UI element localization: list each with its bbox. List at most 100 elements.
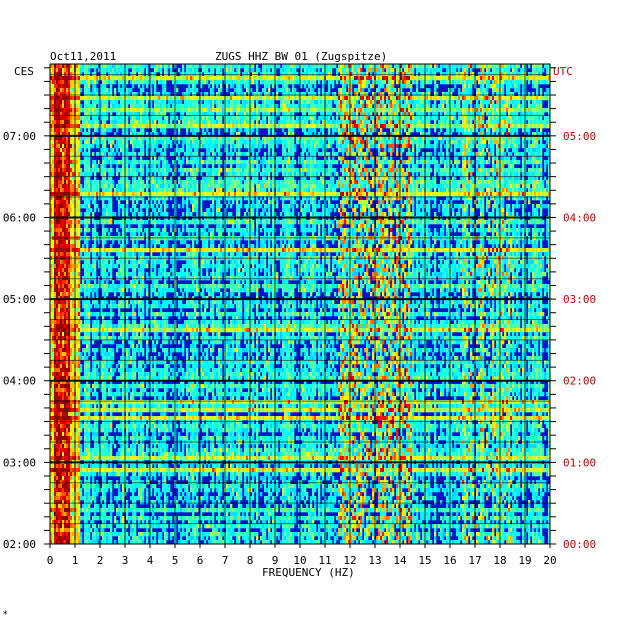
spectrogram-cell	[508, 76, 511, 81]
spectrogram-cell	[510, 84, 513, 89]
spectrogram-cell	[422, 156, 425, 161]
spectrogram-cell	[302, 120, 305, 125]
spectrogram-cell	[354, 104, 357, 109]
spectrogram-cell	[480, 92, 483, 97]
spectrogram-cell	[546, 88, 549, 93]
spectrogram-cell	[516, 144, 519, 149]
spectrogram-cell	[494, 68, 497, 73]
spectrogram-cell	[294, 76, 297, 81]
spectrogram-cell	[322, 124, 325, 129]
spectrogram-cell	[400, 64, 403, 69]
spectrogram-cell	[346, 64, 349, 69]
spectrogram-cell	[58, 120, 61, 125]
spectrogram-cell	[240, 140, 243, 145]
spectrogram-cell	[246, 144, 249, 149]
spectrogram-cell	[376, 156, 379, 161]
spectrogram-cell	[410, 100, 413, 105]
spectrogram-cell	[460, 152, 463, 157]
spectrogram-cell	[260, 92, 263, 97]
spectrogram-cell	[350, 144, 353, 149]
spectrogram-cell	[146, 112, 149, 117]
spectrogram-cell	[218, 140, 221, 145]
spectrogram-cell	[484, 88, 487, 93]
spectrogram-cell	[218, 128, 221, 133]
spectrogram-cell	[504, 116, 507, 121]
spectrogram-cell	[450, 144, 453, 149]
spectrogram-cell	[112, 140, 115, 145]
spectrogram-cell	[146, 92, 149, 97]
spectrogram-cell	[548, 148, 551, 153]
spectrogram-cell	[216, 140, 219, 145]
spectrogram-cell	[64, 148, 67, 153]
spectrogram-cell	[396, 144, 399, 149]
spectrogram-cell	[470, 148, 473, 153]
spectrogram-cell	[246, 112, 249, 117]
spectrogram-cell	[406, 120, 409, 125]
spectrogram-cell	[504, 140, 507, 145]
spectrogram-cell	[202, 64, 205, 69]
spectrogram-cell	[442, 92, 445, 97]
spectrogram-cell	[408, 80, 411, 85]
spectrogram-cell	[326, 120, 329, 125]
spectrogram-cell	[518, 100, 521, 105]
spectrogram-cell	[106, 88, 109, 93]
spectrogram-cell	[320, 76, 323, 81]
spectrogram-cell	[328, 80, 331, 85]
spectrogram-cell	[500, 144, 503, 149]
spectrogram-cell	[468, 136, 471, 141]
spectrogram-cell	[198, 160, 201, 165]
spectrogram-cell	[436, 144, 439, 149]
spectrogram-cell	[350, 80, 353, 85]
spectrogram-cell	[466, 104, 469, 109]
spectrogram-cell	[264, 112, 267, 117]
spectrogram-cell	[356, 160, 359, 165]
spectrogram-cell	[162, 140, 165, 145]
spectrogram-cell	[352, 100, 355, 105]
spectrogram-cell	[506, 108, 509, 113]
spectrogram-cell	[50, 124, 53, 129]
spectrogram-cell	[256, 104, 259, 109]
spectrogram-cell	[526, 112, 529, 117]
spectrogram-cell	[396, 136, 399, 141]
spectrogram-cell	[480, 68, 483, 73]
spectrogram-cell	[146, 116, 149, 121]
spectrogram-cell	[148, 80, 151, 85]
spectrogram-cell	[104, 120, 107, 125]
spectrogram-cell	[96, 120, 99, 125]
spectrogram-cell	[258, 76, 261, 81]
spectrogram-cell	[52, 84, 55, 89]
spectrogram-cell	[242, 96, 245, 101]
spectrogram-cell	[84, 136, 87, 141]
spectrogram-cell	[140, 144, 143, 149]
spectrogram-cell	[120, 124, 123, 129]
spectrogram-cell	[142, 140, 145, 145]
spectrogram-cell	[464, 128, 467, 133]
spectrogram-cell	[310, 80, 313, 85]
spectrogram-cell	[78, 128, 81, 133]
spectrogram-cell	[118, 108, 121, 113]
spectrogram-cell	[120, 160, 123, 165]
spectrogram-cell	[308, 100, 311, 105]
spectrogram-cell	[254, 116, 257, 121]
spectrogram-cell	[454, 120, 457, 125]
spectrogram-cell	[408, 124, 411, 129]
spectrogram-cell	[58, 128, 61, 133]
spectrogram-cell	[232, 92, 235, 97]
spectrogram-cell	[312, 64, 315, 69]
spectrogram-cell	[494, 96, 497, 101]
spectrogram-cell	[132, 104, 135, 109]
spectrogram-cell	[262, 64, 265, 69]
spectrogram-cell	[470, 144, 473, 149]
spectrogram-cell	[62, 92, 65, 97]
spectrogram-cell	[62, 116, 65, 121]
spectrogram-cell	[80, 116, 83, 121]
spectrogram-cell	[220, 140, 223, 145]
spectrogram-cell	[350, 140, 353, 145]
spectrogram-cell	[390, 112, 393, 117]
spectrogram-cell	[506, 76, 509, 81]
spectrogram-cell	[84, 132, 87, 137]
spectrogram-cell	[428, 100, 431, 105]
spectrogram-cell	[486, 76, 489, 81]
spectrogram-cell	[422, 124, 425, 129]
spectrogram-cell	[480, 104, 483, 109]
